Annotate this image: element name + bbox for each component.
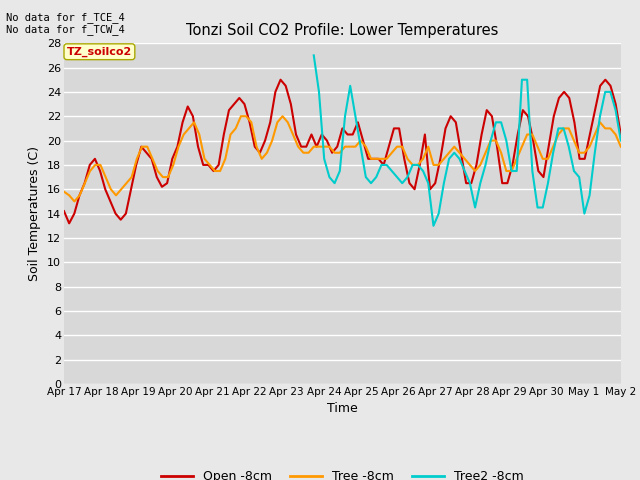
Title: Tonzi Soil CO2 Profile: Lower Temperatures: Tonzi Soil CO2 Profile: Lower Temperatur… [186,23,499,38]
Text: No data for f_TCE_4
No data for f_TCW_4: No data for f_TCE_4 No data for f_TCW_4 [6,12,125,36]
Text: TZ_soilco2: TZ_soilco2 [67,47,132,57]
Y-axis label: Soil Temperatures (C): Soil Temperatures (C) [28,146,42,281]
X-axis label: Time: Time [327,402,358,415]
Legend: Open -8cm, Tree -8cm, Tree2 -8cm: Open -8cm, Tree -8cm, Tree2 -8cm [156,465,529,480]
